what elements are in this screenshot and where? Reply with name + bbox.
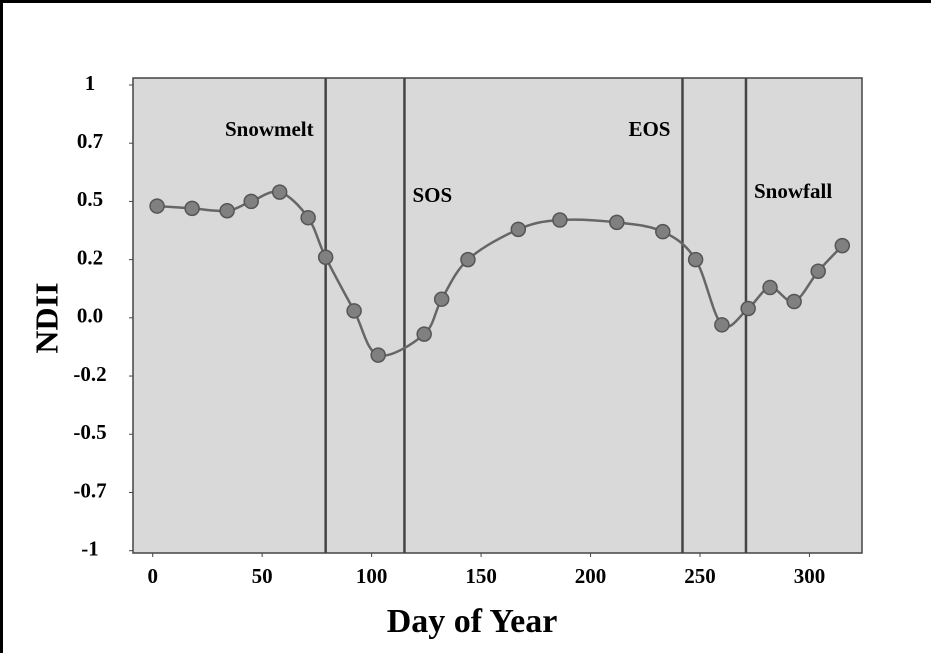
data-point (655, 223, 671, 240)
data-point (714, 317, 730, 333)
data-point (460, 251, 476, 268)
y-tick-label: 0.0 (77, 304, 103, 328)
y-tick-label: 1 (85, 71, 96, 95)
event-label: SOS (412, 183, 452, 207)
data-point (243, 193, 259, 210)
event-label: EOS (628, 117, 670, 141)
data-point (433, 291, 450, 307)
y-tick-label: 0.5 (77, 187, 103, 211)
data-point (687, 251, 704, 268)
data-point (740, 300, 756, 317)
data-point (219, 202, 235, 219)
data-point (552, 212, 568, 228)
y-tick-label: -0.2 (73, 362, 106, 386)
data-point (184, 200, 200, 217)
x-tick-label: 200 (575, 564, 607, 588)
y-tick-label: -1 (81, 536, 99, 560)
x-tick-label: 50 (252, 564, 273, 588)
data-point (149, 198, 165, 214)
data-point (317, 249, 334, 266)
data-point (786, 293, 802, 310)
data-point (300, 209, 316, 226)
data-point (510, 221, 527, 238)
x-tick-label: 300 (794, 564, 826, 588)
event-label: Snowmelt (225, 117, 314, 141)
x-tick-label: 150 (465, 564, 497, 588)
data-point (834, 237, 851, 254)
data-point (346, 303, 362, 319)
y-tick-label: 0.7 (77, 129, 103, 153)
data-point (609, 214, 625, 231)
x-tick-label: 0 (147, 564, 158, 588)
y-tick-label: -0.7 (73, 478, 106, 502)
event-label: Snowfall (754, 179, 832, 203)
x-tick-label: 250 (684, 564, 716, 588)
y-tick-label: 0.2 (77, 245, 103, 269)
data-point (271, 184, 288, 200)
x-tick-label: 100 (356, 564, 388, 588)
y-axis-title: NDII (28, 282, 64, 353)
plot-area (132, 77, 863, 554)
x-axis-title: Day of Year (387, 603, 558, 640)
data-point (416, 326, 432, 342)
y-tick-label: -0.5 (73, 420, 106, 444)
data-point (810, 263, 826, 280)
data-point (370, 347, 386, 363)
data-point (762, 279, 778, 296)
